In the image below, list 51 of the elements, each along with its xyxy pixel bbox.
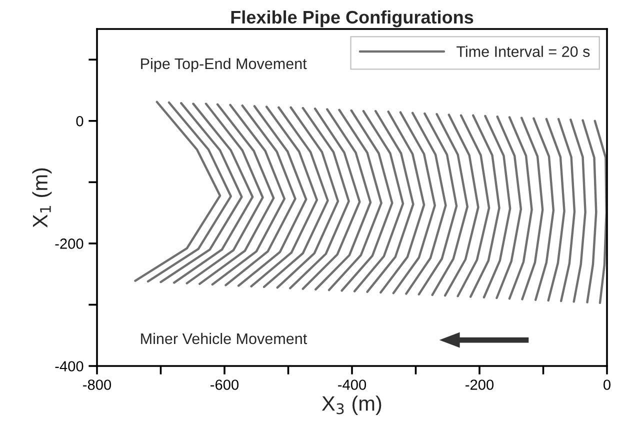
- line-series: [405, 112, 447, 295]
- line-series: [173, 102, 254, 284]
- line-series: [353, 110, 404, 292]
- line-series: [198, 103, 275, 286]
- line-series: [545, 118, 566, 302]
- line-series: [302, 108, 361, 290]
- line-series: [570, 118, 586, 303]
- line-series: [314, 108, 372, 291]
- line-series: [276, 106, 340, 289]
- line-series: [186, 102, 264, 284]
- line-series: [582, 119, 598, 304]
- y-axis-title: X$_{1}$ (m): [32, 168, 52, 228]
- annotation: Pipe Top-End Movement: [141, 58, 307, 72]
- line-series: [328, 108, 382, 292]
- line-series: [431, 113, 468, 296]
- x-axis-title: X$_{3}$ (m): [322, 396, 382, 415]
- x-tick-label: -800: [83, 380, 112, 390]
- x-tick-label: 0: [604, 380, 610, 390]
- line-series: [134, 100, 222, 282]
- line-series: [237, 105, 308, 287]
- y-tick-label: 0: [76, 116, 84, 126]
- line-series: [380, 110, 426, 294]
- line-series: [250, 106, 318, 288]
- x-tick-label: -600: [210, 380, 239, 390]
- x-tick-label: -200: [466, 380, 494, 390]
- line-series: [557, 118, 576, 302]
- line-series: [456, 114, 490, 298]
- line-series: [594, 120, 607, 304]
- line-series: [418, 112, 458, 296]
- line-series: [340, 109, 394, 292]
- line-series: [469, 114, 500, 298]
- line-series: [146, 101, 232, 283]
- line-series: [289, 106, 350, 290]
- line-series: [508, 116, 533, 300]
- line-series: [366, 110, 414, 293]
- line-series: [224, 104, 296, 286]
- y-tick-label: -200: [55, 238, 84, 249]
- line-series: [211, 104, 286, 286]
- line-series: [392, 111, 436, 294]
- line-series: [262, 106, 329, 288]
- line-series: [496, 116, 522, 300]
- line-series: [482, 114, 512, 298]
- line-series: [160, 102, 243, 284]
- line-series: [532, 117, 555, 301]
- x-tick-label: -400: [338, 380, 366, 390]
- text: Time Interval = 20 s: [456, 46, 590, 58]
- line-series: [444, 114, 480, 297]
- annotation: Miner Vehicle Movement: [141, 332, 308, 344]
- chart-title: Flexible Pipe Configurations: [231, 10, 474, 28]
- y-tick-label: -400: [55, 361, 84, 372]
- line-series: [520, 116, 544, 300]
